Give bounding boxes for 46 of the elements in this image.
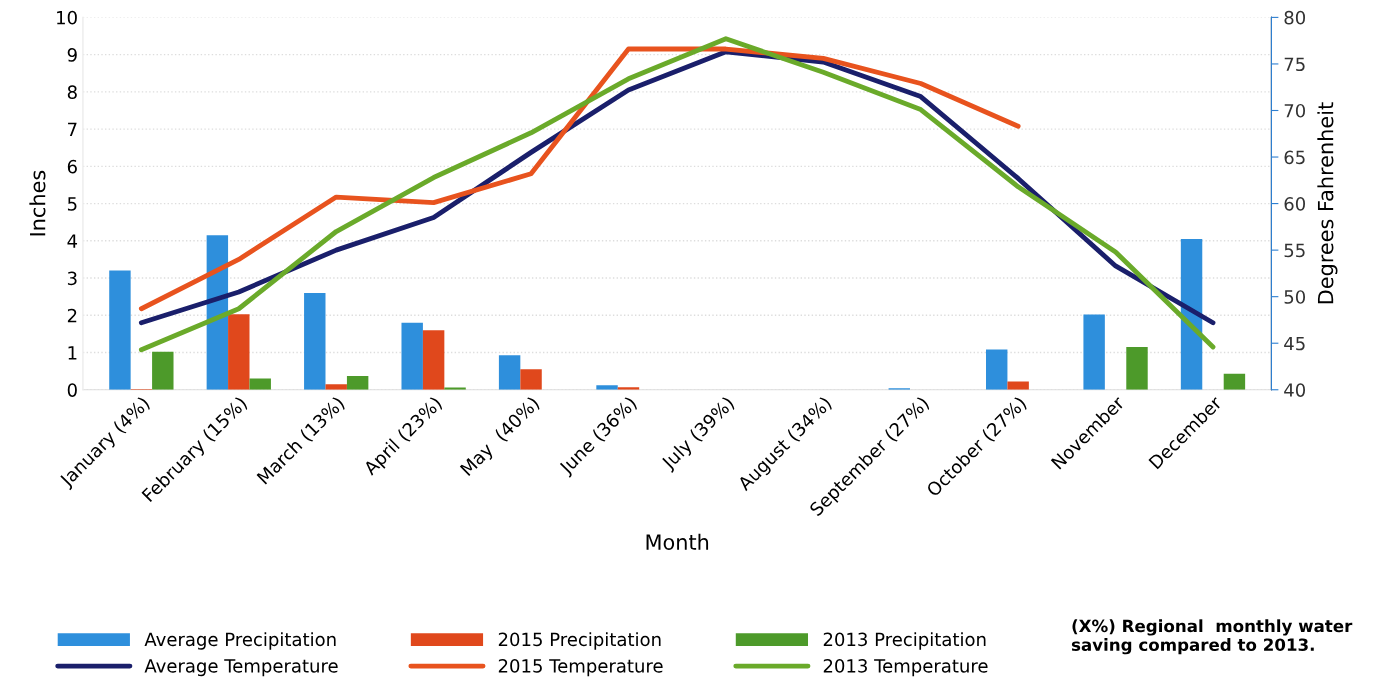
y2-tick-label: 70 (1284, 103, 1306, 118)
text: (X%) Regional monthly water saving compared to 2013. (1071, 619, 1353, 655)
bar (498, 355, 521, 390)
legend-label: 2013 Precipitation (823, 632, 986, 650)
y-axis-title: Inches (29, 170, 46, 236)
y2-tick-label: 45 (1284, 336, 1305, 351)
y-tick-label: 8 (67, 85, 77, 99)
y-tick-label: 9 (67, 48, 77, 62)
y-tick-label: 0 (67, 383, 77, 397)
y2-tick-label: 50 (1284, 290, 1306, 304)
y2-tick-label: 40 (1284, 383, 1306, 397)
y2-tick-label: 80 (1284, 10, 1306, 25)
bar (1083, 314, 1105, 390)
y2-tick-label: 60 (1284, 197, 1306, 211)
y-tick-label: 6 (67, 159, 77, 174)
y2-tick-label: 75 (1284, 57, 1305, 72)
bar (325, 384, 347, 390)
bar (346, 375, 369, 390)
y2-axis-title: Degrees Fahrenheit (1317, 102, 1338, 304)
y-tick-label: 3 (67, 271, 77, 286)
bar (228, 314, 250, 390)
bar (520, 369, 542, 390)
bar (304, 292, 326, 390)
bar (401, 322, 423, 390)
y-tick-label: 10 (57, 10, 77, 25)
y-tick-label: 1 (68, 346, 77, 360)
bar (596, 385, 618, 390)
y-tick-label: 7 (68, 122, 77, 136)
y-tick-label: 5 (67, 197, 77, 211)
bar (152, 351, 174, 390)
bar (1223, 373, 1246, 390)
legend-label: Average Precipitation (144, 632, 336, 650)
legend-label: 2015 Precipitation (498, 632, 661, 650)
legend-label: 2013 Temperature (823, 659, 988, 677)
bar (422, 330, 445, 390)
y-tick-label: 4 (67, 234, 78, 248)
y2-tick-label: 55 (1284, 243, 1305, 258)
y-tick-label: 2 (67, 308, 77, 323)
legend-label: Average Temperature (144, 659, 338, 677)
bar (986, 349, 1008, 390)
y2-tick-label: 65 (1284, 150, 1305, 165)
bar (109, 270, 131, 390)
line-series (138, 46, 1021, 312)
legend-label: 2015 Temperature (498, 659, 663, 677)
bar (1126, 346, 1148, 390)
x-axis-title: Month (646, 533, 709, 550)
